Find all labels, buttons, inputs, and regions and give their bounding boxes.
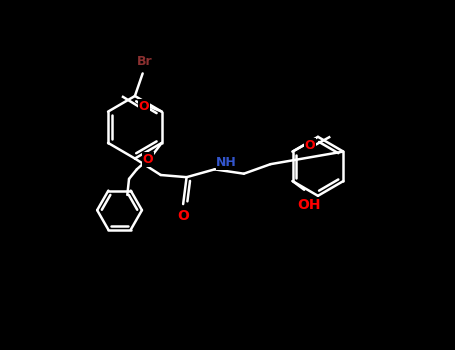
Text: O: O	[304, 139, 315, 152]
Text: NH: NH	[216, 156, 237, 169]
Text: O: O	[143, 153, 153, 166]
Text: O: O	[177, 209, 189, 223]
Text: O: O	[138, 100, 149, 113]
Text: Br: Br	[137, 55, 152, 68]
Text: OH: OH	[297, 197, 320, 211]
